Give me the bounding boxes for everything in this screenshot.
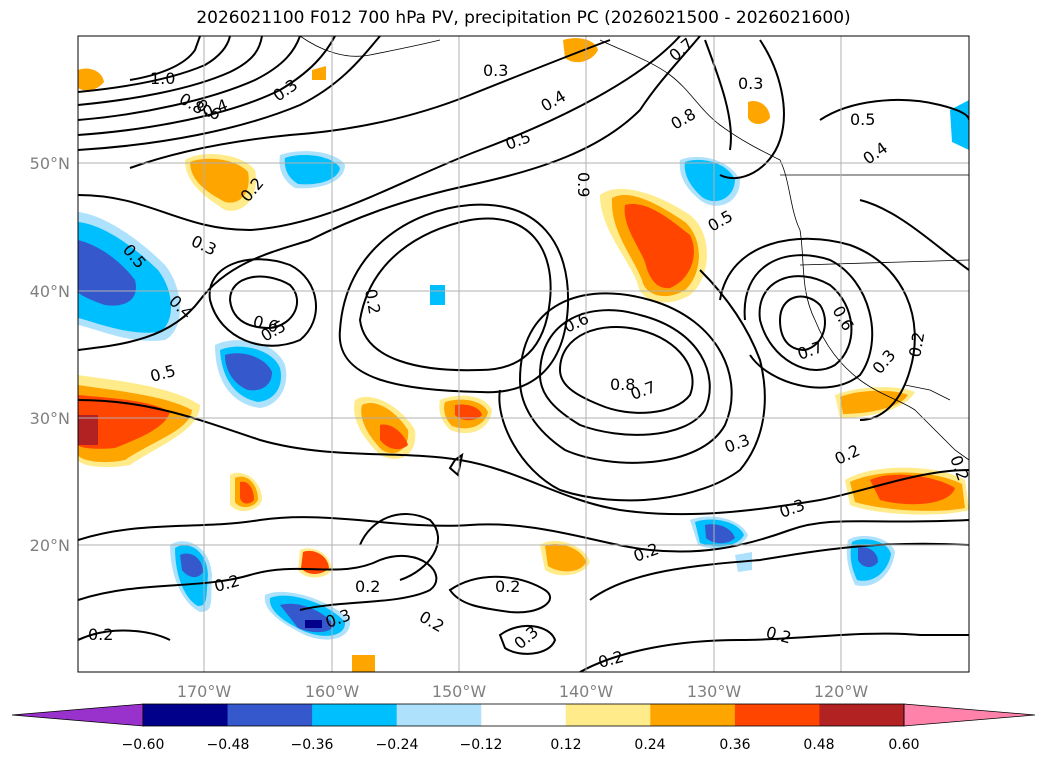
longitude-labels: 170°W 160°W 150°W 140°W 130°W 120°W [177, 682, 869, 701]
figure-title: 2026021100 F012 700 hPa PV, precipitatio… [196, 8, 851, 28]
colorbar-tick-label: 0.24 [634, 737, 665, 753]
latitude-labels: 50°N 40°N 30°N 20°N [30, 154, 70, 555]
colorbar-tick-label: −0.48 [207, 737, 250, 753]
colorbar-extend-min [11, 703, 144, 727]
coastlines [299, 36, 969, 461]
colorbar-cell [734, 704, 820, 726]
colorbar-tick-label: −0.36 [291, 737, 334, 753]
colorbar-cell [143, 704, 229, 726]
contour-label: 0.9 [574, 172, 593, 197]
contour-label: 0.3 [738, 74, 763, 93]
contour-label: 0.2 [355, 577, 380, 596]
lat-label: 30°N [30, 409, 70, 428]
pv-contours [78, 36, 969, 672]
colorbar-cell [312, 704, 398, 726]
lat-label: 20°N [30, 536, 70, 555]
colorbar-cell [227, 704, 313, 726]
lat-label: 40°N [30, 282, 70, 301]
precip-positive [78, 38, 969, 672]
contour-label: 0.3 [483, 61, 508, 80]
contour-label: 0.2 [361, 287, 384, 315]
colorbar-tick-label: 0.48 [803, 737, 834, 753]
colorbar-frame [142, 703, 905, 727]
contour-label: 0.8 [610, 375, 635, 394]
colorbar-tick-label: −0.24 [376, 737, 419, 753]
lon-label: 120°W [814, 682, 869, 701]
precip-negative [78, 100, 969, 640]
colorbar-tick-label: −0.60 [122, 737, 165, 753]
graticule [78, 36, 969, 672]
map-frame [77, 35, 970, 673]
colorbar-cell [650, 704, 736, 726]
colorbar-tick-label: 0.60 [888, 737, 919, 753]
colorbar-cell [565, 704, 651, 726]
colorbar-cell [481, 704, 567, 726]
lon-label: 160°W [305, 682, 360, 701]
lon-label: 170°W [177, 682, 232, 701]
lon-label: 150°W [432, 682, 487, 701]
contour-label: 0.2 [495, 577, 520, 596]
lat-label: 50°N [30, 154, 70, 173]
lon-label: 140°W [559, 682, 614, 701]
colorbar-cell [819, 704, 905, 726]
contour-label: 0.5 [850, 110, 875, 129]
colorbar-cell [396, 704, 482, 726]
contour-label: 0.2 [905, 330, 928, 358]
map-plot-area: 1.0 0.8 0.6 0.4 0.3 0.3 0.3 0.5 0.4 0.7 … [78, 36, 969, 672]
contour-label: 0.2 [88, 625, 113, 644]
colorbar-tick-label: −0.12 [460, 737, 503, 753]
contour-label: 1.0 [150, 69, 175, 88]
colorbar-extend-max [903, 703, 1036, 727]
colorbar-tick-label: 0.12 [550, 737, 581, 753]
lon-label: 130°W [687, 682, 742, 701]
colorbar: −0.60 −0.48 −0.36 −0.24 −0.12 0.12 0.24 … [11, 703, 1036, 753]
colorbar-tick-label: 0.36 [719, 737, 750, 753]
